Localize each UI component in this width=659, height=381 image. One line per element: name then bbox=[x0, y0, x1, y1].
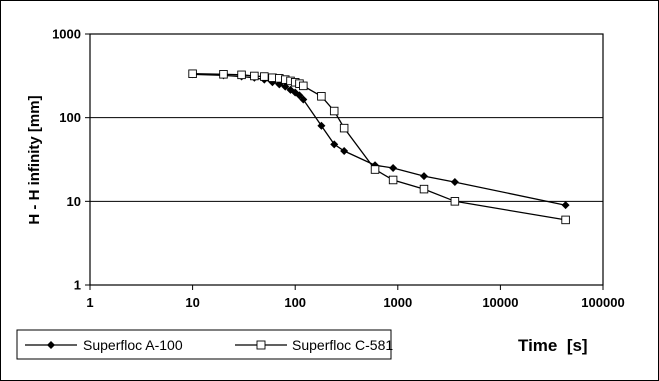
data-point-series-2 bbox=[370, 165, 380, 174]
data-point-series-2 bbox=[237, 70, 246, 80]
data-point-series-1 bbox=[450, 178, 459, 187]
y-tick-label: 1000 bbox=[52, 27, 81, 42]
x-tick-label: 1000 bbox=[383, 295, 412, 310]
legend-box bbox=[16, 329, 392, 360]
plot-area-border bbox=[89, 33, 604, 286]
x-tick-label: 100000 bbox=[581, 295, 624, 310]
data-point-series-2 bbox=[188, 69, 197, 78]
y-axis-label: H - H infinity [mm] bbox=[26, 95, 43, 224]
y-tick-label: 100 bbox=[59, 110, 81, 125]
data-point-series-1 bbox=[419, 172, 428, 181]
data-point-series-2 bbox=[419, 184, 429, 194]
plot-grid bbox=[90, 117, 603, 202]
x-axis-label: Time [s] bbox=[518, 336, 588, 355]
y-tick-label: 1 bbox=[74, 278, 81, 293]
data-point-series-2 bbox=[450, 197, 460, 206]
x-axis: 1 10 100 1000 10000 100000 bbox=[86, 285, 625, 310]
data-point-series-2 bbox=[339, 123, 349, 133]
data-point-series-2 bbox=[299, 81, 308, 91]
data-point-series-1 bbox=[330, 140, 339, 149]
data-point-series-2 bbox=[250, 71, 259, 81]
data-point-series-2 bbox=[317, 92, 326, 101]
y-axis: 1 10 100 1000 bbox=[52, 27, 90, 293]
legend-marker-series-2 bbox=[256, 340, 266, 350]
data-point-series-2 bbox=[260, 72, 269, 81]
data-point-series-2 bbox=[388, 175, 398, 185]
data-point-series-1 bbox=[299, 95, 308, 104]
data-point-series-1 bbox=[561, 201, 570, 210]
legend-marker-series-1 bbox=[47, 341, 55, 349]
series-layer bbox=[188, 69, 570, 225]
y-tick-label: 10 bbox=[67, 194, 81, 209]
data-point-series-1 bbox=[295, 91, 304, 100]
x-tick-label: 10000 bbox=[482, 295, 518, 310]
x-tick-label: 100 bbox=[284, 295, 306, 310]
data-point-series-1 bbox=[317, 121, 326, 130]
x-tick-label: 10 bbox=[185, 295, 199, 310]
data-point-series-1 bbox=[340, 146, 349, 155]
data-point-series-1 bbox=[389, 164, 398, 173]
data-point-series-2 bbox=[219, 70, 228, 79]
legend-label-series-1: Superfloc A-100 bbox=[83, 337, 183, 353]
data-point-series-2 bbox=[561, 215, 570, 225]
legend-label-series-2: Superfloc C-581 bbox=[292, 337, 393, 353]
legend: Superfloc A-100 Superfloc C-581 bbox=[16, 329, 393, 360]
x-tick-label: 1 bbox=[86, 295, 93, 310]
data-point-series-2 bbox=[329, 106, 339, 116]
